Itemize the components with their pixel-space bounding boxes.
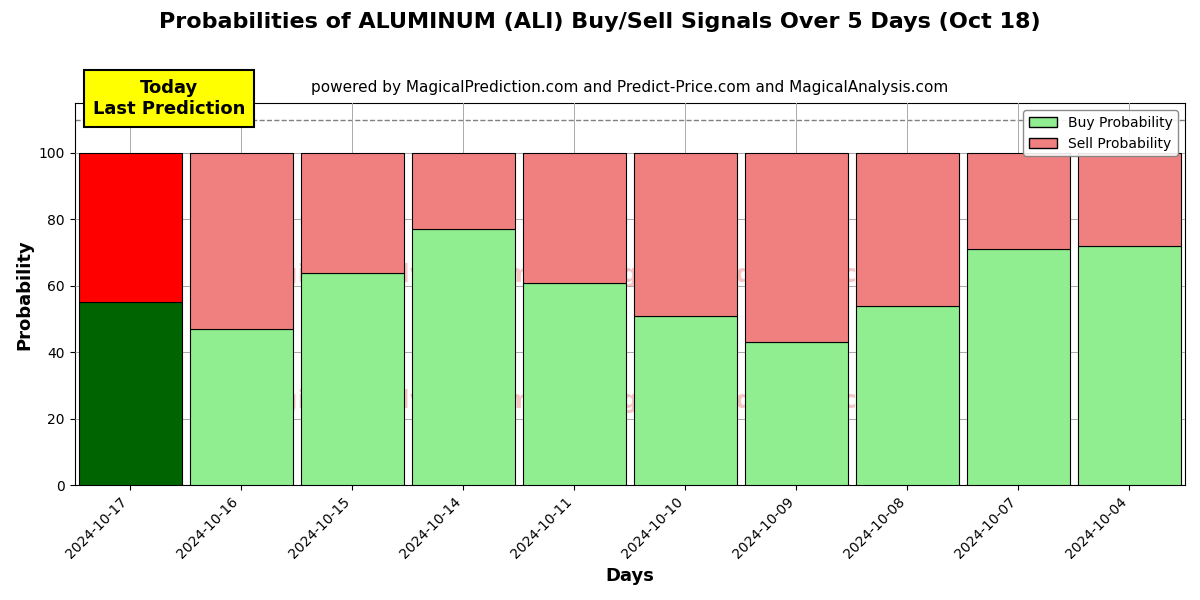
Bar xyxy=(412,153,515,229)
Bar xyxy=(190,329,293,485)
Text: MagicalAnalysis.com: MagicalAnalysis.com xyxy=(239,389,533,413)
Bar xyxy=(523,153,626,283)
Bar xyxy=(412,229,515,485)
Text: MagicalPrediction.com: MagicalPrediction.com xyxy=(581,263,901,287)
Y-axis label: Probability: Probability xyxy=(16,239,34,350)
Bar xyxy=(634,316,737,485)
Bar xyxy=(856,306,959,485)
Bar xyxy=(745,343,848,485)
Bar xyxy=(856,153,959,306)
Bar xyxy=(301,153,404,272)
Bar xyxy=(523,283,626,485)
Bar xyxy=(190,153,293,329)
Bar xyxy=(78,153,182,302)
Bar xyxy=(634,153,737,316)
Bar xyxy=(967,153,1070,249)
Bar xyxy=(1078,153,1181,246)
Text: MagicalPrediction.com: MagicalPrediction.com xyxy=(581,389,901,413)
Text: MagicalAnalysis.com: MagicalAnalysis.com xyxy=(239,263,533,287)
Bar xyxy=(967,249,1070,485)
Text: Probabilities of ALUMINUM (ALI) Buy/Sell Signals Over 5 Days (Oct 18): Probabilities of ALUMINUM (ALI) Buy/Sell… xyxy=(160,12,1040,32)
Bar xyxy=(78,302,182,485)
Title: powered by MagicalPrediction.com and Predict-Price.com and MagicalAnalysis.com: powered by MagicalPrediction.com and Pre… xyxy=(311,80,948,95)
Bar xyxy=(745,153,848,343)
X-axis label: Days: Days xyxy=(605,567,654,585)
Legend: Buy Probability, Sell Probability: Buy Probability, Sell Probability xyxy=(1024,110,1178,156)
Text: Today
Last Prediction: Today Last Prediction xyxy=(92,79,245,118)
Bar xyxy=(1078,246,1181,485)
Bar xyxy=(301,272,404,485)
